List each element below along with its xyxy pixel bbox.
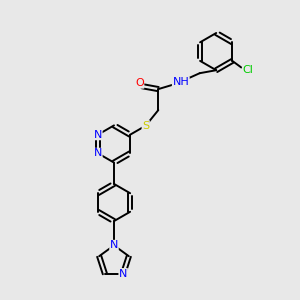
Text: N: N — [119, 268, 128, 279]
Text: N: N — [110, 240, 118, 250]
Text: N: N — [94, 130, 102, 140]
Text: Cl: Cl — [242, 65, 253, 75]
Text: N: N — [94, 148, 102, 158]
Text: NH: NH — [172, 77, 189, 87]
Text: S: S — [142, 121, 149, 131]
Text: O: O — [135, 78, 144, 88]
